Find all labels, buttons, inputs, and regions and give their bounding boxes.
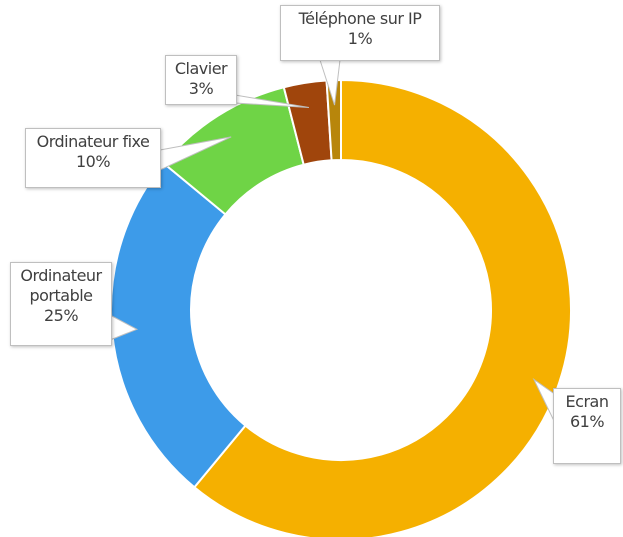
label-name: Téléphone sur IP — [298, 9, 422, 28]
label-name: Ecran — [565, 392, 609, 411]
label-value: 3% — [188, 79, 214, 98]
label-value: 25% — [43, 306, 79, 325]
label-value: 10% — [75, 152, 111, 171]
label-name: Ordinateur fixe — [36, 132, 150, 151]
data-label: Ecran 61% — [553, 388, 621, 464]
label-value: 61% — [569, 412, 605, 431]
label-value: 1% — [347, 29, 373, 48]
label-name: Ordinateur portable — [20, 266, 102, 305]
label-name: Clavier — [174, 59, 228, 78]
data-label: Ordinateur fixe 10% — [25, 128, 161, 188]
data-label: Clavier 3% — [165, 55, 237, 105]
data-label: Ordinateur portable 25% — [10, 262, 112, 346]
donut-slice — [192, 78, 572, 537]
data-label: Téléphone sur IP 1% — [280, 5, 440, 61]
